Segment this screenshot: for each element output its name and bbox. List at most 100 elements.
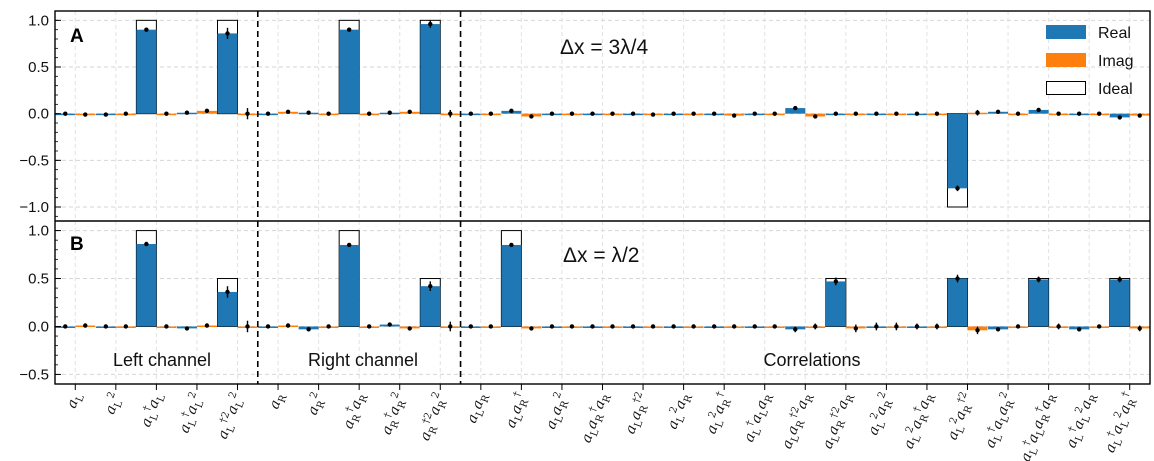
real-marker	[914, 111, 920, 116]
real-marker	[671, 324, 676, 329]
x-tick-label: aL2aR†aR	[899, 390, 939, 452]
imag-marker	[650, 112, 656, 117]
real-marker	[590, 324, 595, 329]
x-tick-label: aLaR†2	[620, 390, 654, 437]
real-marker	[144, 27, 149, 32]
real-marker	[1117, 115, 1122, 120]
imag-marker	[934, 324, 940, 329]
imag-marker	[853, 111, 859, 116]
real-marker	[1036, 107, 1041, 113]
y-tick-label: 0.5	[28, 59, 49, 76]
imag-marker	[569, 111, 575, 116]
real-marker	[428, 284, 433, 289]
imag-marker	[610, 324, 615, 329]
imag-marker	[813, 114, 818, 119]
x-tick-label: aL2aR†2	[943, 390, 979, 443]
imag-marker	[813, 324, 818, 329]
imag-marker	[691, 324, 696, 329]
imag-marker	[731, 113, 737, 118]
x-tick-label: aLaR†	[501, 390, 533, 431]
x-tick-label: aLaR†aR	[577, 390, 615, 446]
real-bar	[136, 244, 157, 327]
real-bar	[136, 29, 157, 114]
x-tick-label: aLaR†2aR	[818, 390, 858, 452]
real-marker	[387, 110, 392, 115]
imag-marker	[691, 111, 696, 116]
real-marker	[1036, 277, 1041, 282]
imag-marker	[610, 111, 615, 116]
imag-marker	[448, 111, 453, 116]
imag-marker	[326, 324, 331, 329]
real-marker	[671, 111, 676, 116]
real-marker	[387, 322, 392, 327]
real-marker	[793, 327, 798, 332]
grid	[55, 11, 1150, 384]
y-tick-label: −0.5	[19, 152, 49, 169]
real-bar	[501, 244, 522, 327]
bars	[55, 19, 1150, 335]
imag-marker	[853, 326, 859, 331]
imag-marker	[366, 111, 372, 116]
legend-ideal-label: Ideal	[1098, 81, 1133, 98]
imag-marker	[407, 109, 412, 115]
x-tick-label: aL†aL	[136, 390, 168, 430]
real-marker	[874, 111, 879, 116]
real-bar	[339, 29, 360, 114]
imag-marker	[1137, 326, 1142, 331]
real-marker	[955, 186, 960, 191]
imag-marker	[1015, 111, 1021, 116]
imag-marker	[83, 323, 88, 328]
real-bar	[825, 281, 846, 327]
real-marker	[184, 326, 190, 331]
imag-marker	[1137, 113, 1142, 118]
real-marker	[995, 327, 1001, 332]
imag-marker	[123, 111, 129, 116]
panel-a-annotation: Δx = 3λ/4	[560, 36, 648, 59]
real-marker	[955, 276, 960, 281]
x-tick-label: aLaR	[464, 390, 493, 426]
imag-marker	[975, 110, 980, 115]
imag-marker	[245, 111, 250, 116]
real-marker	[1117, 277, 1122, 282]
real-marker	[549, 111, 555, 116]
imag-marker	[407, 326, 412, 331]
imag-marker	[123, 324, 129, 329]
real-marker	[752, 111, 757, 116]
real-marker	[509, 242, 514, 248]
legend-real-swatch	[1046, 25, 1086, 39]
y-tick-label: 0.0	[28, 318, 49, 335]
region-right-label: Right channel	[308, 350, 418, 370]
real-bar	[947, 278, 968, 327]
real-bar	[217, 33, 238, 114]
real-marker	[711, 324, 717, 329]
imag-marker	[285, 109, 291, 115]
real-marker	[63, 324, 68, 329]
x-tick-label: aL	[64, 391, 87, 412]
imag-marker	[164, 324, 169, 329]
imag-marker	[285, 323, 291, 328]
real-marker	[306, 327, 311, 332]
real-marker	[874, 324, 879, 329]
imag-marker	[326, 111, 331, 116]
real-marker	[103, 112, 109, 117]
imag-marker	[1096, 111, 1102, 116]
x-tick-label: aR†2aR2	[415, 390, 452, 444]
panel-a-label: A	[70, 26, 84, 47]
x-tick-label: aL†aLaR†aR	[1016, 390, 1060, 461]
y-tick-label: −0.5	[19, 366, 49, 383]
imag-marker	[488, 324, 494, 329]
y-tick-label: 0.0	[28, 106, 49, 123]
legend: Real Imag Ideal	[1046, 25, 1134, 98]
imag-marker	[975, 328, 980, 333]
imag-marker	[569, 324, 575, 329]
real-marker	[63, 111, 68, 116]
ticks: −1.0 −0.5 0.0 0.5 1.0 −0.5 0.0 0.5 1.0	[19, 10, 1131, 390]
imag-marker	[245, 324, 250, 329]
real-marker	[265, 324, 271, 329]
real-marker	[346, 242, 352, 248]
real-marker	[549, 324, 555, 329]
x-tick-label: aLaR2	[541, 390, 573, 432]
imag-marker	[204, 108, 210, 114]
real-bar	[217, 291, 238, 327]
